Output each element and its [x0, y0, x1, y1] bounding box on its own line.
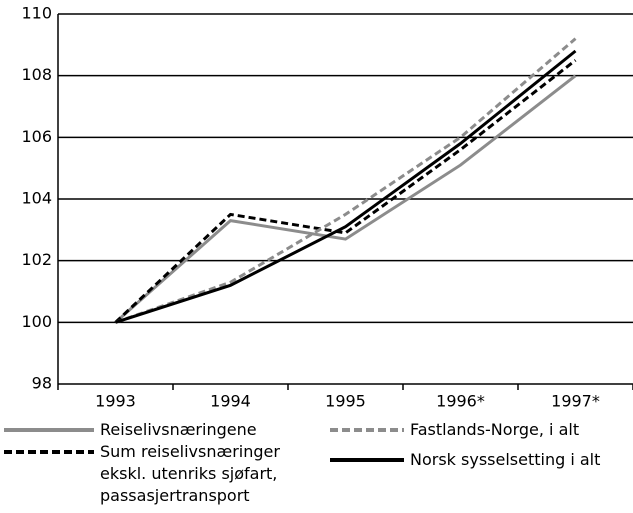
series-line: [115, 37, 577, 324]
y-tick-label: 102: [21, 250, 52, 269]
legend-label: Reiselivsnæringene: [100, 420, 257, 439]
x-tick-label: 1996*: [436, 392, 485, 411]
y-tick-label: 100: [21, 312, 52, 331]
legend-label: Sum reiselivsnæringer ekskl. utenriks sj…: [100, 442, 280, 505]
y-tick-label: 106: [21, 127, 52, 146]
y-tick-label: 110: [21, 4, 52, 23]
y-tick-label: 108: [21, 65, 52, 84]
series-line: [114, 74, 577, 324]
series-line: [114, 59, 577, 324]
x-tick-label: 1993: [95, 392, 136, 411]
y-tick-label: 104: [21, 189, 52, 208]
legend-label: Norsk sysselsetting i alt: [410, 450, 601, 469]
legend-label: Fastlands-Norge, i alt: [410, 420, 580, 439]
x-tick-label: 1995: [325, 392, 366, 411]
series-line: [115, 49, 577, 324]
x-tick-label: 1994: [210, 392, 251, 411]
x-tick-label: 1997*: [551, 392, 600, 411]
y-tick-label: 98: [32, 374, 52, 393]
